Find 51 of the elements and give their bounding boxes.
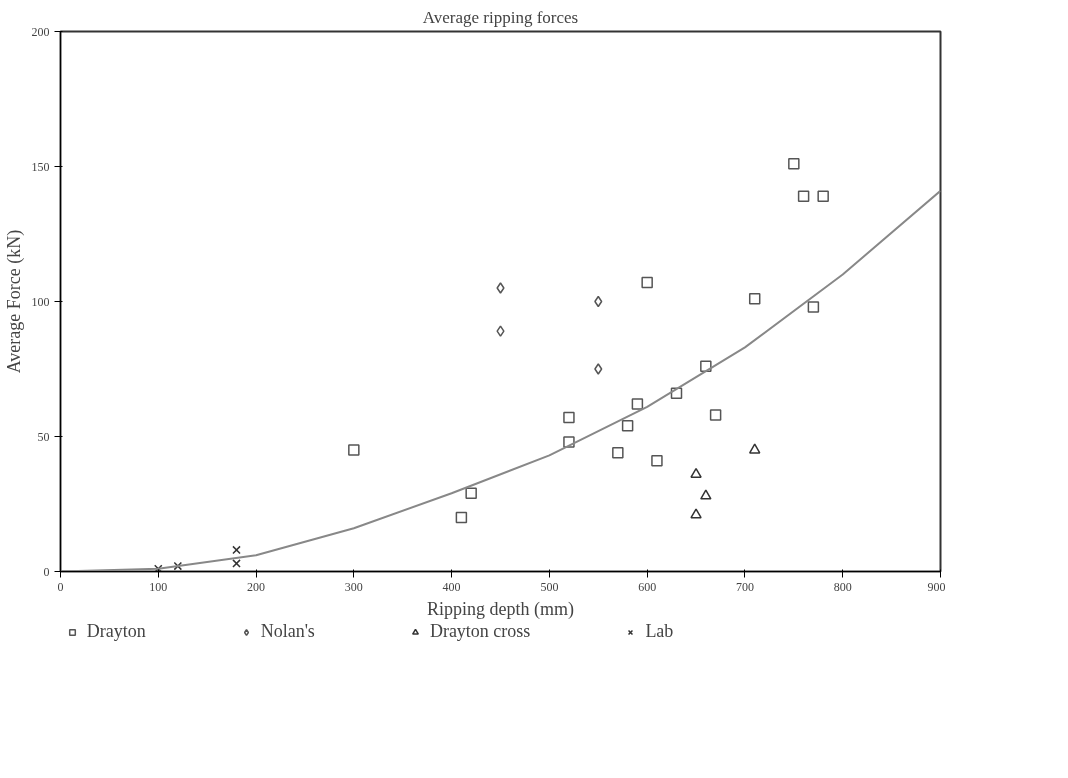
legend-label: Lab (645, 621, 674, 642)
point (594, 363, 603, 375)
point (348, 444, 360, 456)
y-axis-title: Average Force (kN) (3, 229, 25, 374)
point (173, 561, 183, 571)
legend-label: Drayton (86, 621, 146, 642)
x-tick-label: 0 (57, 579, 64, 594)
y-tick-label: 50 (37, 429, 50, 444)
x-tick-label: 600 (638, 579, 657, 594)
x-tick-label: 200 (247, 579, 266, 594)
y-tick-label: 100 (31, 294, 50, 309)
point (797, 190, 810, 202)
y-tick-label: 0 (43, 564, 50, 579)
point (700, 360, 712, 373)
point (631, 398, 644, 410)
point (690, 467, 702, 478)
point (748, 293, 761, 305)
point (817, 190, 829, 202)
legend-label: Drayton cross (429, 621, 531, 642)
point (563, 411, 575, 424)
point (232, 545, 241, 555)
x-tick-label: 500 (540, 579, 559, 594)
x-tick-label: 400 (442, 579, 461, 594)
point (496, 282, 505, 294)
point (690, 508, 702, 519)
point (153, 564, 163, 572)
chart-title: Average ripping forces (422, 7, 579, 27)
point (232, 559, 241, 568)
point (651, 455, 663, 467)
point (700, 489, 712, 500)
point (612, 446, 624, 459)
x-tick-label: 700 (735, 579, 754, 594)
x-tick-label: 100 (149, 579, 168, 594)
x-axis-title: Ripping depth (mm) (427, 598, 575, 620)
x-tick-label: 900 (927, 579, 946, 594)
point (563, 436, 575, 448)
x-tick-label: 800 (833, 579, 852, 594)
point (748, 443, 761, 454)
point (670, 387, 683, 400)
point (496, 325, 505, 337)
y-tick-label: 200 (31, 24, 50, 39)
point (465, 487, 477, 499)
point (709, 409, 722, 421)
legend-label: Nolan's (260, 621, 315, 642)
x-tick-label: 300 (344, 579, 363, 594)
point (641, 276, 653, 289)
y-tick-label: 150 (31, 159, 50, 174)
point (788, 158, 800, 170)
point (621, 419, 634, 432)
point (807, 301, 820, 313)
point (455, 511, 468, 524)
